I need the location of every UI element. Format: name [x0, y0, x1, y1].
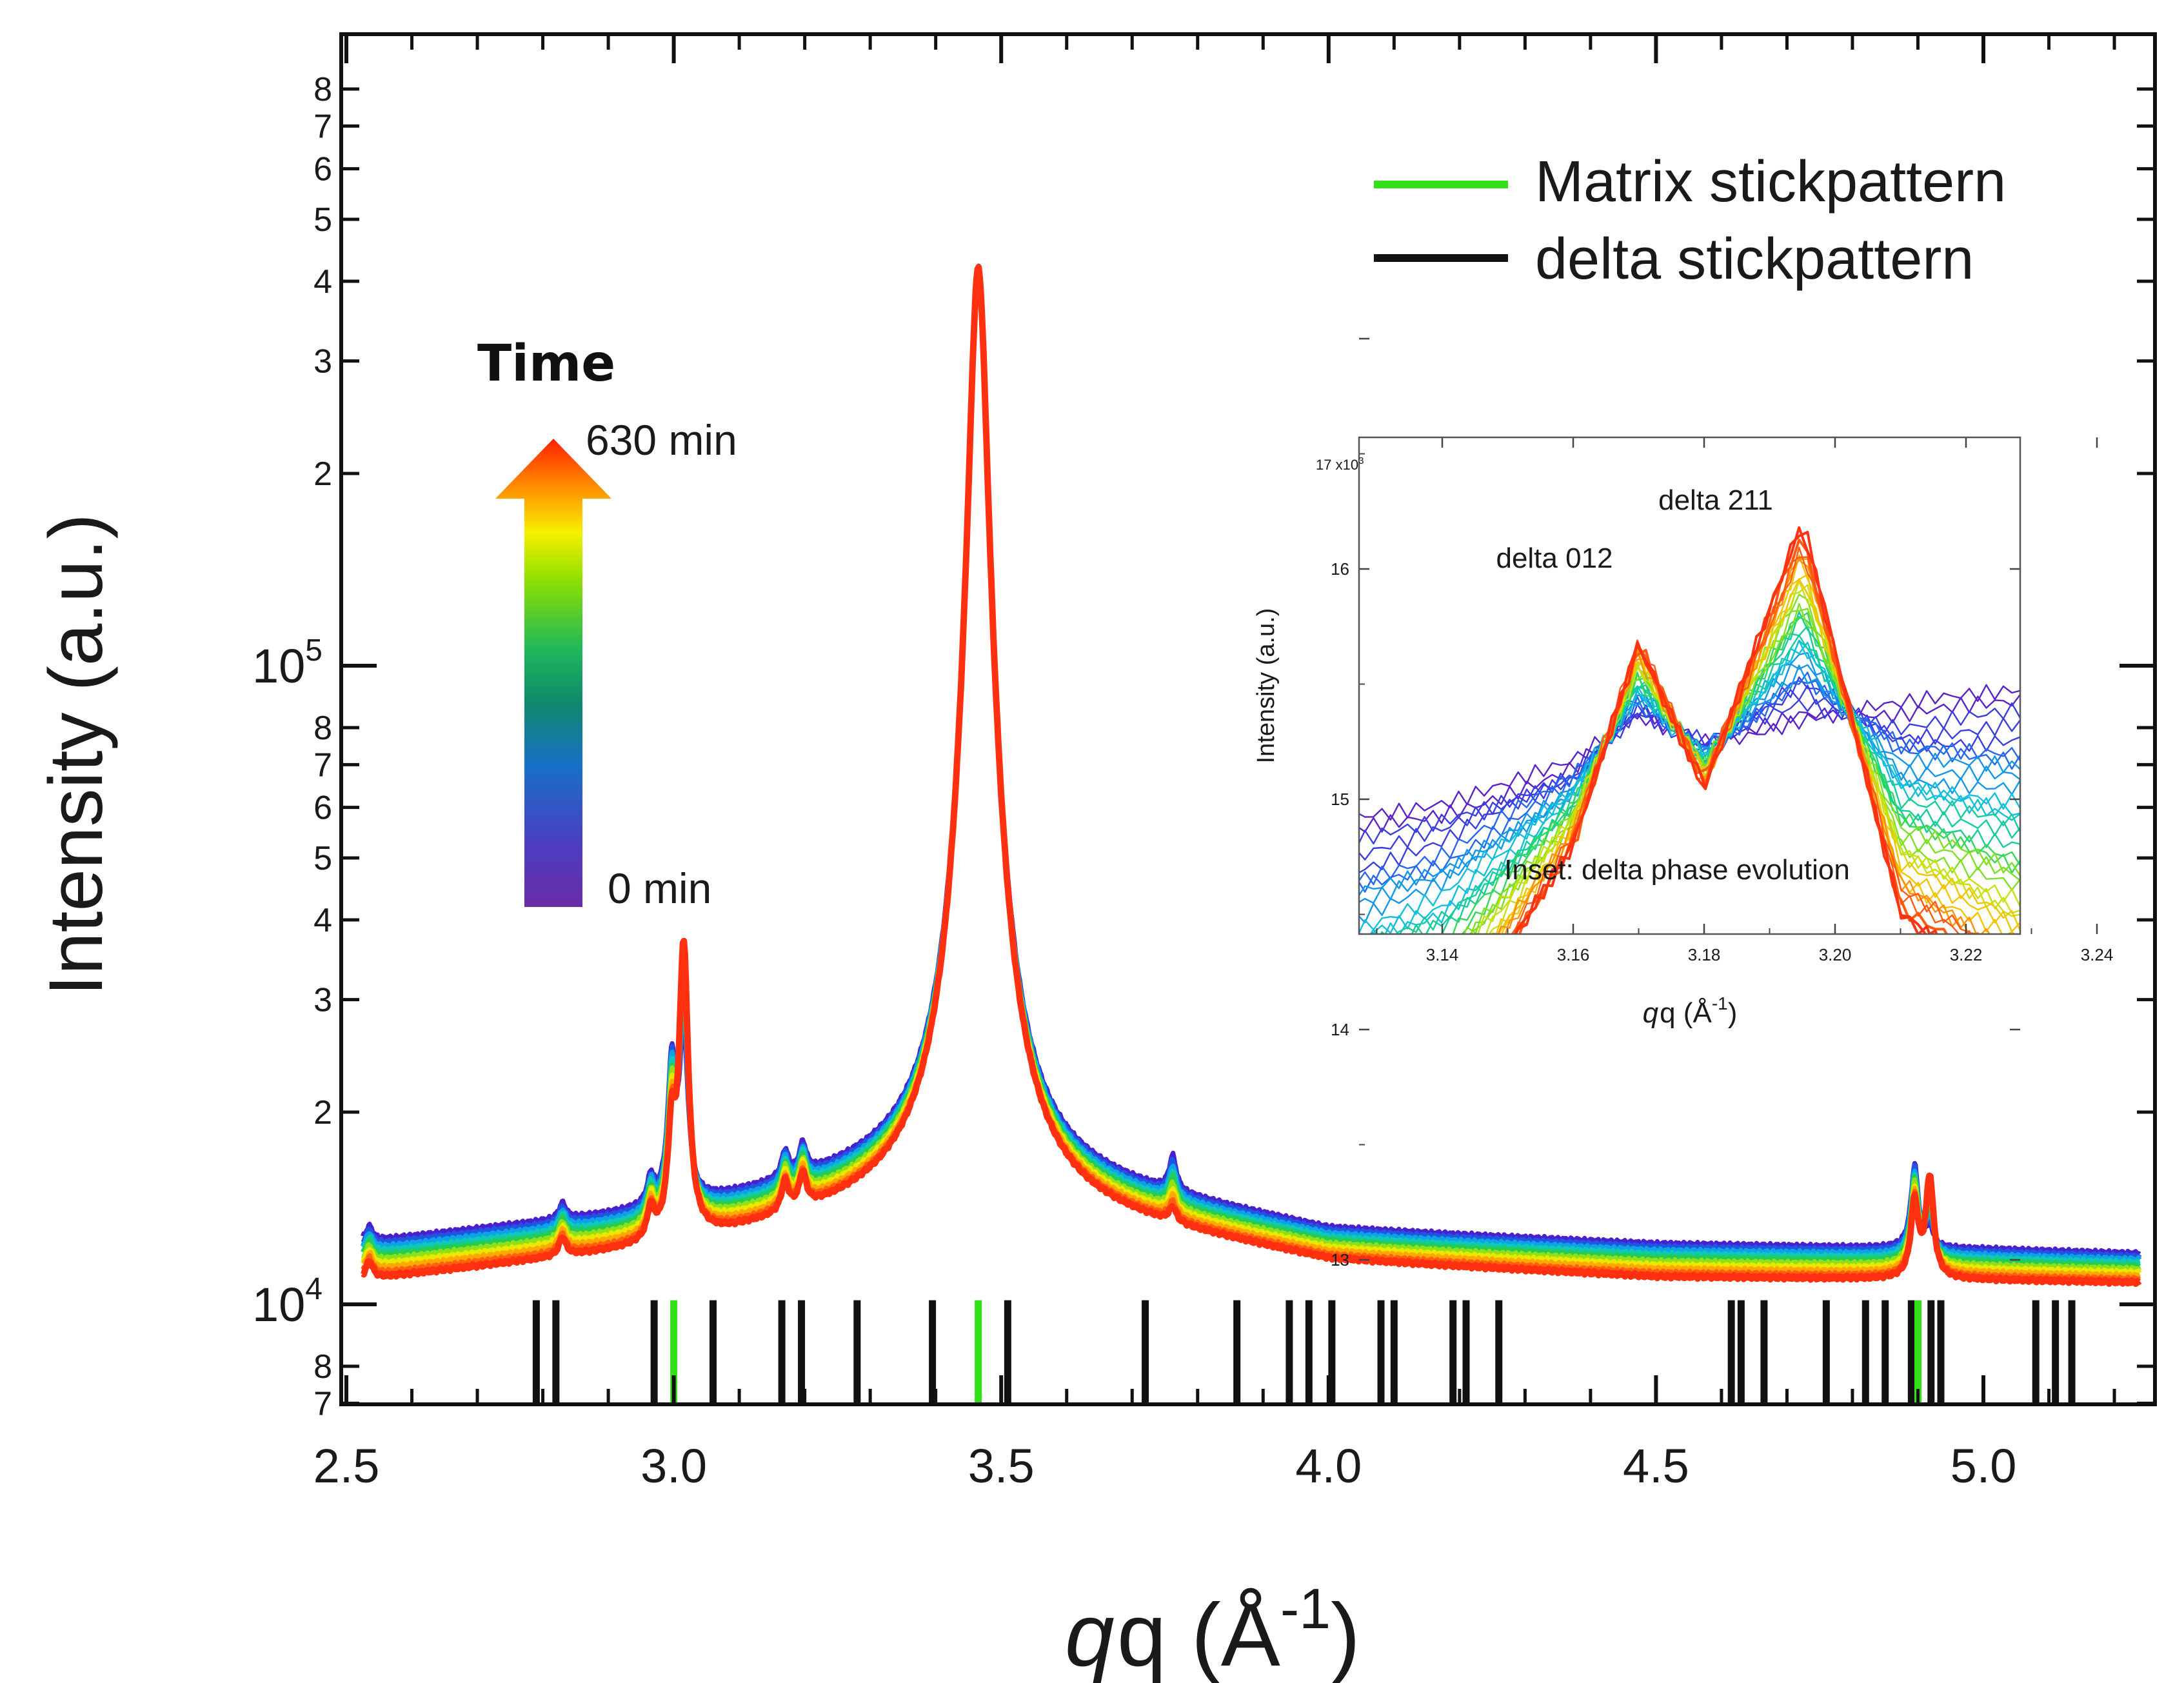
inset-annotation-211: delta 211 — [1658, 484, 1773, 516]
y-minor-label: 8 — [313, 1348, 332, 1386]
inset-x-tick-label: 3.20 — [1819, 945, 1852, 964]
legend-matrix-label: Matrix stickpattern — [1535, 150, 2006, 214]
inset-y-tick-label: 15 — [1331, 790, 1349, 809]
diffraction-series — [360, 264, 2142, 1287]
y-minor-label: 3 — [313, 343, 332, 381]
y-minor-label: 7 — [313, 1385, 332, 1422]
inset-y-tick-label: 16 — [1331, 559, 1349, 579]
inset-series — [1504, 558, 1981, 934]
x-tick-label: 4.0 — [1295, 1439, 1362, 1493]
inset-y-tick-label: 14 — [1331, 1020, 1349, 1039]
time-bottom-label: 0 min — [608, 864, 711, 912]
inset-series — [1498, 554, 2016, 934]
x-tick-label: 3.0 — [640, 1439, 707, 1493]
main-x-axis-label: qq (Å-1) — [1065, 1577, 1360, 1683]
inset-y-tick-label: 13 — [1331, 1250, 1349, 1270]
inset-series — [1359, 664, 2020, 897]
main-y-axis-label: Intensity (a.u.) — [34, 513, 119, 996]
inset-frame — [1358, 436, 2021, 935]
stick-patterns — [532, 1300, 2076, 1406]
inset-plot: 3.14 3.16 3.18 3.20 3.22 3.24 13 14 15 16 delta 0… — [1253, 337, 2114, 1270]
inset-x-tick-label: 3.16 — [1557, 945, 1590, 964]
inset-axes: 3.14 3.16 3.18 3.20 3.22 3.24 13 14 15 16 — [1331, 337, 2114, 1270]
y-minor-label: 4 — [313, 902, 332, 939]
inset-x-axis-label: qq (Å-1) — [1643, 993, 1738, 1029]
inset-y-multiplier: 17 x103 — [1316, 455, 1364, 473]
x-tick-label: 4.5 — [1623, 1439, 1689, 1493]
y-minor-label: 5 — [313, 201, 332, 239]
main-frame — [339, 32, 2157, 1406]
y-decade-label: 105 — [252, 633, 323, 693]
time-arrow — [495, 439, 611, 907]
y-minor-label: 2 — [313, 455, 332, 493]
inset-series — [1511, 546, 1979, 934]
y-minor-label: 4 — [313, 263, 332, 301]
y-minor-label: 7 — [313, 108, 332, 145]
inset-curves — [1359, 526, 2020, 934]
y-minor-label: 8 — [313, 71, 332, 108]
inset-series — [1464, 602, 2020, 934]
inset-title: Inset: delta phase evolution — [1504, 854, 1850, 886]
inset-series — [1514, 526, 1938, 934]
time-top-label: 630 min — [586, 416, 737, 464]
y-minor-label: 6 — [313, 151, 332, 188]
inset-x-tick-label: 3.18 — [1688, 945, 1721, 964]
y-minor-label: 7 — [313, 746, 332, 784]
inset-x-tick-label: 3.14 — [1426, 945, 1459, 964]
inset-series — [1514, 530, 1931, 934]
inset-annotation-012: delta 012 — [1496, 543, 1613, 574]
y-decade-label: 104 — [252, 1272, 323, 1331]
inset-x-tick-label: 3.24 — [2081, 945, 2114, 964]
x-tick-label: 3.5 — [968, 1439, 1035, 1493]
legend-delta-label: delta stickpattern — [1535, 227, 1974, 292]
inset-y-axis-label: Intensity (a.u.) — [1253, 608, 1280, 764]
y-minor-label: 2 — [313, 1094, 332, 1131]
x-tick-label: 5.0 — [1951, 1439, 2017, 1493]
time-colorbar: Time 630 min 0 min — [477, 335, 737, 912]
x-tick-label: 2.5 — [313, 1439, 380, 1493]
inset-x-tick-label: 3.22 — [1950, 945, 1983, 964]
inset-series — [1359, 676, 2020, 874]
inset-series — [1369, 639, 2020, 934]
diffraction-curves — [360, 263, 2142, 1287]
y-minor-label: 6 — [313, 790, 332, 827]
y-minor-label: 5 — [313, 840, 332, 877]
inset-series — [1488, 578, 2020, 934]
legend: Matrix stickpattern delta stickpattern — [1374, 150, 2006, 292]
y-minor-label: 3 — [313, 982, 332, 1019]
inset-series — [1359, 639, 2020, 934]
y-minor-label: 8 — [313, 710, 332, 747]
time-title: Time — [477, 335, 615, 393]
